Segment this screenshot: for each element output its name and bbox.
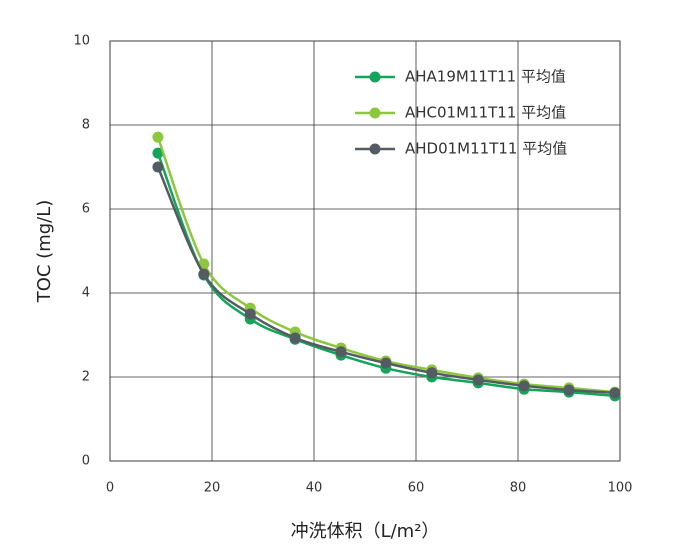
data-point (518, 380, 530, 392)
legend-label: AHD01M11T11 平均值 (405, 140, 567, 158)
data-point (289, 332, 301, 344)
legend-label: AHC01M11T11 平均值 (405, 104, 566, 122)
series-line (156, 166, 615, 395)
data-point (426, 367, 438, 379)
y-tick-label: 10 (73, 34, 90, 49)
x-tick-label: 80 (510, 481, 527, 496)
x-tick-label: 20 (204, 481, 221, 496)
data-point (380, 357, 392, 369)
data-point (244, 308, 256, 320)
data-point (198, 268, 210, 280)
legend-marker (369, 107, 381, 119)
x-tick-label: 40 (306, 481, 323, 496)
data-point (609, 387, 621, 399)
x-tick-label: 100 (608, 481, 633, 496)
y-axis-title: TOC (mg/L) (34, 200, 55, 304)
legend-marker (369, 71, 381, 83)
y-tick-label: 6 (82, 202, 90, 217)
series-line (156, 152, 616, 398)
data-point (152, 147, 164, 159)
y-tick-label: 4 (82, 286, 90, 301)
legend-label: AHA19M11T11 平均值 (405, 68, 566, 86)
x-axis-title: 冲洗体积（L/m²） (291, 521, 440, 542)
legend-marker (369, 143, 381, 155)
x-tick-label: 0 (106, 481, 114, 496)
data-point (152, 131, 164, 143)
series-line (156, 136, 616, 394)
data-point (563, 384, 575, 396)
y-tick-label: 2 (82, 370, 90, 385)
data-point (335, 346, 347, 358)
y-tick-label: 0 (82, 454, 90, 469)
data-point (152, 161, 164, 173)
y-tick-label: 8 (82, 118, 90, 133)
data-point (472, 374, 484, 386)
x-tick-label: 60 (408, 481, 425, 496)
